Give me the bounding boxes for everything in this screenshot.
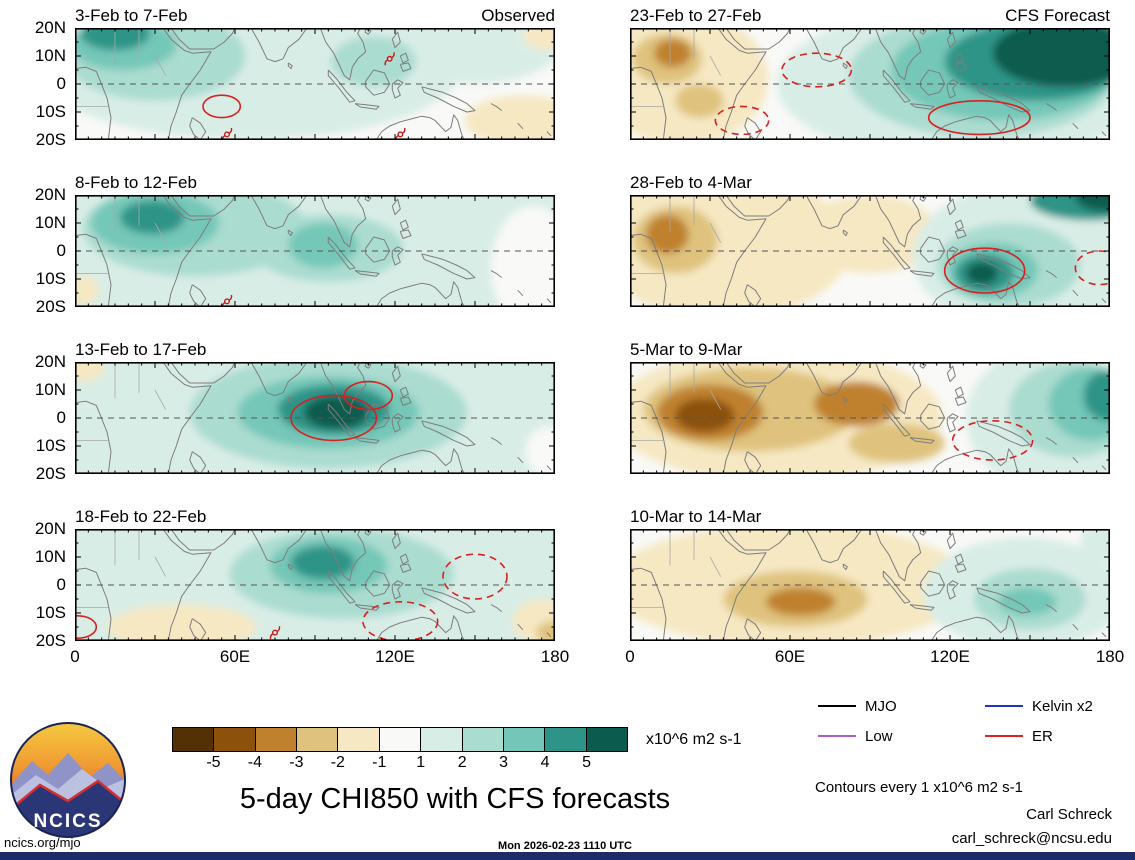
- colorbar-cell: [502, 728, 545, 751]
- y-axis-label: 20N: [34, 519, 66, 538]
- panel-title: 8-Feb to 12-Feb: [75, 172, 555, 193]
- y-axis-label: 20N: [34, 18, 66, 37]
- panel-date-range: 18-Feb to 22-Feb: [75, 507, 207, 526]
- x-axis-label: 180: [1095, 647, 1125, 666]
- y-axis-label: 10N: [34, 380, 66, 399]
- legend-label: MJO: [865, 697, 897, 715]
- map-panel-2: [74, 194, 556, 308]
- panel-corner-label: Observed: [481, 6, 555, 25]
- colorbar-label: 2: [457, 754, 467, 771]
- y-axis-label: 20S: [35, 130, 66, 149]
- map-panel-6: [629, 194, 1111, 308]
- y-axis-label: 10N: [34, 213, 66, 232]
- colorbar-cell: [420, 728, 462, 751]
- y-axis-label: 20N: [34, 185, 66, 204]
- panel-date-range: 5-Mar to 9-Mar: [630, 340, 743, 359]
- y-axis-label: 10S: [35, 436, 66, 455]
- legend-item-mjo: MJO: [818, 697, 897, 715]
- credit-name: Carl Schreck: [1026, 806, 1112, 823]
- y-axis-label: 20S: [35, 297, 66, 316]
- panel-title: 3-Feb to 7-Feb Observed: [75, 5, 555, 26]
- legend-line: [818, 735, 856, 737]
- legend-item-kelvin-x2: Kelvin x2: [985, 697, 1093, 715]
- x-axis-label: 0: [70, 647, 80, 666]
- map-panel-4: [74, 528, 556, 642]
- colorbar-units: x10^6 m2 s-1: [646, 731, 742, 748]
- site-link: ncics.org/mjo: [4, 835, 81, 850]
- panel-corner-label: CFS Forecast: [1005, 6, 1110, 25]
- legend-item-er: ER: [985, 727, 1053, 745]
- panel-date-range: 13-Feb to 17-Feb: [75, 340, 207, 359]
- colorbar-label: 5: [582, 754, 591, 771]
- map-panel-7: [629, 361, 1111, 475]
- panel-date-range: 28-Feb to 4-Mar: [630, 173, 752, 192]
- colorbar-label: 1: [416, 754, 426, 771]
- y-axis-label: 0: [56, 408, 66, 427]
- panel-title: 28-Feb to 4-Mar: [630, 172, 1110, 193]
- legend-line: [985, 735, 1023, 737]
- y-axis-label: 20S: [35, 464, 66, 483]
- legend-label: Kelvin x2: [1032, 697, 1093, 715]
- map-panel-3: [74, 361, 556, 475]
- y-axis-label: 10S: [35, 269, 66, 288]
- panel-title: 5-Mar to 9-Mar: [630, 339, 1110, 360]
- x-axis-label: 120E: [930, 647, 970, 666]
- colorbar-label: 4: [540, 754, 550, 771]
- y-axis-label: 20S: [35, 631, 66, 650]
- panel-title: 13-Feb to 17-Feb: [75, 339, 555, 360]
- legend-line: [985, 705, 1023, 707]
- panel-title: 18-Feb to 22-Feb: [75, 506, 555, 527]
- colorbar-cell: [296, 728, 338, 751]
- x-axis-label: 120E: [375, 647, 415, 666]
- y-axis-label: 0: [56, 74, 66, 93]
- map-panel-8: [629, 528, 1111, 642]
- x-axis-label: 60E: [774, 647, 806, 666]
- panel-date-range: 10-Mar to 14-Mar: [630, 507, 762, 526]
- colorbar-cell: [254, 728, 297, 751]
- y-axis-label: 0: [56, 241, 66, 260]
- legend-line: [818, 705, 856, 707]
- colorbar-cell: [461, 728, 503, 751]
- legend-label: Low: [865, 727, 893, 745]
- colorbar-label: 3: [499, 754, 509, 771]
- credit-email: carl_schreck@ncsu.edu: [951, 830, 1112, 847]
- colorbar-cell: [337, 728, 379, 751]
- colorbar-label: -4: [247, 754, 263, 771]
- contour-note: Contours every 1 x10^6 m2 s-1: [815, 779, 1023, 796]
- colorbar-label: -3: [289, 754, 304, 771]
- bottom-bar: [0, 852, 1135, 860]
- y-axis-label: 0: [56, 575, 66, 594]
- map-panel-5: [629, 27, 1111, 141]
- y-axis-label: 10N: [34, 547, 66, 566]
- colorbar-cell: [213, 728, 255, 751]
- y-axis-label: 20N: [34, 352, 66, 371]
- x-axis-label: 180: [540, 647, 570, 666]
- colorbar: [172, 727, 628, 752]
- y-axis-label: 10S: [35, 603, 66, 622]
- colorbar-cell: [585, 728, 627, 751]
- legend-label: ER: [1032, 727, 1053, 745]
- y-axis-label: 10N: [34, 46, 66, 65]
- y-axis-label: 10S: [35, 102, 66, 121]
- colorbar-cell: [378, 728, 421, 751]
- colorbar-label: -5: [206, 754, 221, 771]
- x-axis-label: 60E: [219, 647, 251, 666]
- logo-text: NCICS: [33, 811, 102, 832]
- colorbar-cell: [544, 728, 586, 751]
- panel-date-range: 3-Feb to 7-Feb: [75, 6, 188, 25]
- panel-title: 23-Feb to 27-Feb CFS Forecast: [630, 5, 1110, 26]
- panel-date-range: 23-Feb to 27-Feb: [630, 6, 762, 25]
- legend-item-low: Low: [818, 727, 893, 745]
- colorbar-label: -2: [330, 754, 345, 771]
- colorbar-cell: [173, 728, 214, 751]
- figure-title: 5-day CHI850 with CFS forecasts: [239, 783, 671, 815]
- x-axis-label: 0: [625, 647, 635, 666]
- colorbar-label: -1: [372, 754, 387, 771]
- timestamp: Mon 2026-02-23 1110 UTC: [498, 840, 632, 852]
- panel-title: 10-Mar to 14-Mar: [630, 506, 1110, 527]
- ncics-logo: NCICS: [10, 722, 126, 838]
- map-panel-1: [74, 27, 556, 141]
- panel-date-range: 8-Feb to 12-Feb: [75, 173, 197, 192]
